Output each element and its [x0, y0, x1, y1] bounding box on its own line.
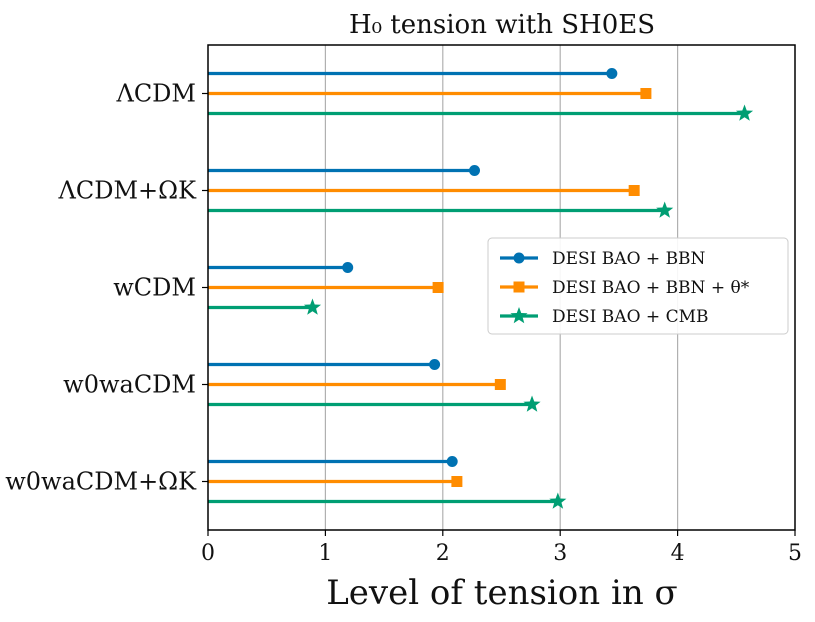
- marker-square: [628, 185, 640, 196]
- marker-square: [494, 379, 506, 390]
- legend-marker-square: [513, 281, 525, 293]
- legend-entry: DESI BAO + CMB: [552, 307, 708, 327]
- marker-square: [451, 476, 463, 487]
- x-tick-label: 0: [201, 541, 215, 566]
- chart-title: H₀ tension with SH0ES: [349, 10, 655, 40]
- category-label: ΛCDM: [115, 80, 196, 108]
- category-label: ΛCDM+ΩK: [58, 177, 198, 205]
- category-label: wCDM: [113, 274, 196, 302]
- marker-circle: [468, 165, 480, 176]
- x-tick-label: 1: [318, 541, 332, 566]
- x-tick-label: 3: [553, 541, 567, 566]
- marker-square: [432, 282, 444, 293]
- marker-star: [303, 298, 322, 315]
- legend-entry: DESI BAO + BBN + θ*: [552, 278, 750, 298]
- marker-circle: [342, 262, 354, 273]
- marker-circle: [429, 359, 441, 370]
- category-label: w0waCDM+ΩK: [5, 468, 197, 496]
- category-label: w0waCDM: [63, 371, 196, 399]
- x-tick-label: 2: [436, 541, 450, 566]
- marker-star: [523, 395, 541, 412]
- series-marks: [208, 68, 754, 509]
- legend-box: [487, 237, 789, 335]
- x-axis-ticks: 0 1 2 3 4 5: [201, 530, 802, 566]
- legend: DESI BAO + BBN DESI BAO + BBN + θ* DESI BA…: [487, 237, 789, 335]
- y-axis-category-labels: ΛCDM ΛCDM+ΩK wCDM w0waCDM w0waCDM+ΩK: [5, 80, 208, 496]
- marker-circle: [446, 456, 458, 467]
- x-tick-label: 5: [788, 541, 802, 566]
- marker-star: [656, 201, 674, 218]
- x-tick-label: 4: [671, 541, 685, 566]
- marker-square: [640, 88, 652, 99]
- marker-star: [549, 492, 567, 509]
- legend-entry: DESI BAO + BBN: [552, 249, 706, 269]
- marker-star: [735, 104, 754, 121]
- x-axis-label: Level of tension in σ: [326, 573, 678, 613]
- marker-circle: [606, 68, 618, 79]
- legend-marker-circle: [513, 252, 525, 264]
- legend-marker-star: [510, 307, 528, 324]
